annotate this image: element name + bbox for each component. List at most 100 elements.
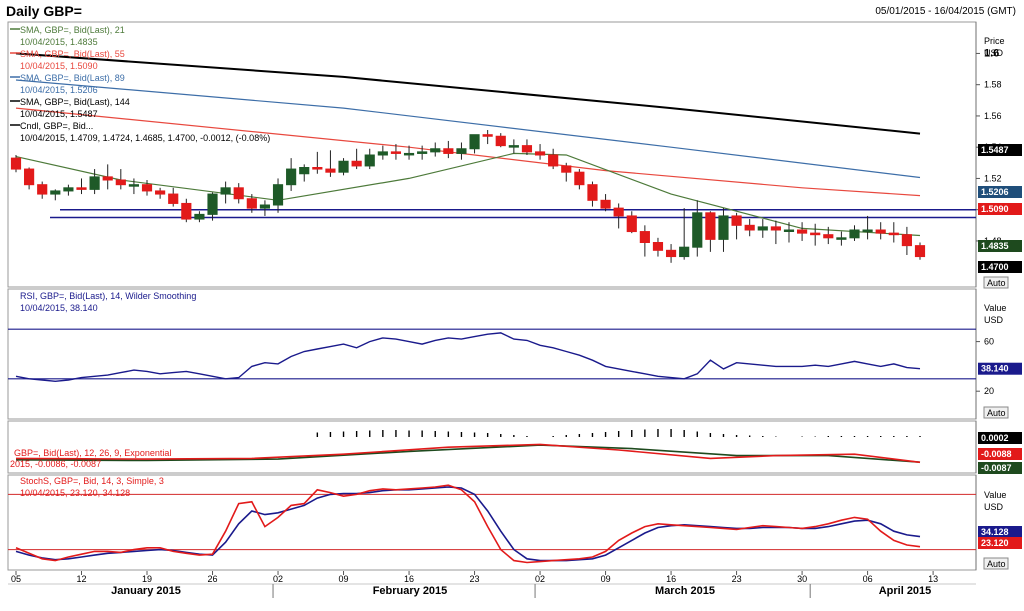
rsi-tick-label: 60 — [984, 337, 994, 347]
candle-body — [456, 148, 467, 154]
panel-frame-price — [7, 21, 977, 288]
stoch-auto-button[interactable] — [983, 557, 1009, 570]
candle-body — [823, 234, 834, 239]
candle-body — [220, 187, 231, 195]
rsi-auto-label: Auto — [987, 408, 1006, 418]
candle-body — [168, 193, 179, 204]
stoch-tag-label: 34.128 — [981, 527, 1009, 537]
candle-body — [430, 148, 441, 153]
candle-body — [417, 151, 428, 154]
macd-tag — [978, 462, 1022, 474]
candle-body — [875, 229, 886, 234]
candle-body — [888, 232, 899, 236]
candle-body — [155, 190, 166, 195]
candle-body — [810, 232, 821, 236]
macd-tag — [978, 432, 1022, 444]
stoch-tag — [978, 526, 1022, 538]
price-tag — [978, 240, 1022, 252]
rsi-auto-button[interactable] — [983, 406, 1009, 419]
stoch-axis-unit: USD — [984, 502, 1004, 512]
rsi-tag-label: 38.140 — [981, 364, 1009, 374]
price-tag-label: 1.5206 — [981, 187, 1009, 197]
candle-body — [836, 237, 847, 240]
price-legend-value: 10/04/2015, 1.5090 — [20, 61, 98, 71]
candle-body — [613, 207, 624, 217]
candle-body — [141, 184, 153, 192]
price-tag-label: 1.5487 — [981, 145, 1009, 155]
x-tick-label: 02 — [535, 574, 545, 584]
price-tag — [978, 144, 1022, 156]
price-auto-button[interactable] — [983, 276, 1009, 289]
macd-tag — [978, 448, 1022, 460]
candle-body — [325, 168, 336, 173]
rsi-legend-value: 10/04/2015, 38.140 — [20, 303, 98, 313]
candle-body — [718, 215, 729, 240]
x-tick-label: 23 — [470, 574, 480, 584]
candle-body — [351, 160, 362, 167]
candle-body — [626, 215, 637, 233]
candle-body — [862, 229, 873, 232]
candle-body — [102, 176, 113, 181]
candle-body — [50, 190, 61, 195]
month-label: April 2015 — [879, 585, 932, 597]
macd-legend-value: 2015, -0.0086, -0.0087 — [10, 459, 101, 469]
candle-body — [521, 145, 533, 153]
x-tick-label: 02 — [273, 574, 283, 584]
candle-body — [495, 135, 506, 147]
x-tick-label: 30 — [797, 574, 807, 584]
candle-body — [665, 249, 677, 258]
sma-144-line — [15, 52, 921, 135]
rsi-line — [15, 332, 921, 383]
candle-body — [24, 168, 35, 186]
candle-body — [181, 202, 192, 220]
stoch-auto-label: Auto — [987, 559, 1006, 569]
price-tag — [978, 186, 1022, 198]
candle-body — [797, 229, 808, 234]
candle-body — [783, 229, 795, 232]
rsi-tag — [978, 362, 1022, 375]
candle-body — [194, 213, 205, 220]
candle-body — [574, 171, 585, 186]
candle-body — [757, 226, 768, 231]
candle-body — [338, 160, 349, 173]
price-legend-name: SMA, GBP=, Bid(Last), 55 — [20, 49, 125, 59]
candle-body — [849, 229, 860, 239]
candle-body — [89, 176, 100, 190]
macd-tag-label: -0.0087 — [981, 463, 1012, 473]
macd-tag-label: -0.0088 — [981, 449, 1012, 459]
candle-body — [705, 212, 716, 240]
price-axis-unit: USD — [984, 48, 1004, 58]
candle-body — [561, 165, 572, 173]
price-legend-name: SMA, GBP=, Bid(Last), 89 — [20, 73, 125, 83]
x-tick-label: 16 — [666, 574, 676, 584]
candle-body — [679, 246, 690, 258]
candle-body — [587, 184, 598, 201]
x-tick-label: 09 — [601, 574, 611, 584]
month-label: January 2015 — [111, 585, 181, 597]
price-auto-label: Auto — [987, 278, 1006, 288]
price-legend-name: SMA, GBP=, Bid(Last), 144 — [20, 97, 130, 107]
candle-body — [548, 154, 559, 167]
candle-body — [233, 187, 244, 200]
candle-body — [482, 134, 493, 137]
candle-body — [390, 151, 402, 154]
candle-body — [364, 154, 375, 167]
price-tick-label: 1.58 — [984, 80, 1002, 90]
candle-body — [377, 151, 388, 156]
candle-body — [652, 242, 664, 251]
macd-line — [15, 443, 921, 464]
sma-55-line — [15, 107, 921, 197]
chart-title: Daily GBP= — [6, 3, 82, 19]
candle-body — [246, 198, 257, 209]
rsi-axis-unit: USD — [984, 315, 1004, 325]
candle-body — [259, 204, 271, 209]
candle-body — [272, 184, 284, 206]
price-legend-value: 10/04/2015, 1.5487 — [20, 109, 98, 119]
stoch-k-line — [15, 484, 921, 564]
candle-body — [299, 167, 310, 175]
candle-body — [37, 184, 48, 195]
date-range: 05/01/2015 - 16/04/2015 (GMT) — [875, 6, 1016, 17]
candle-body — [600, 199, 611, 209]
candle-body — [63, 187, 74, 192]
